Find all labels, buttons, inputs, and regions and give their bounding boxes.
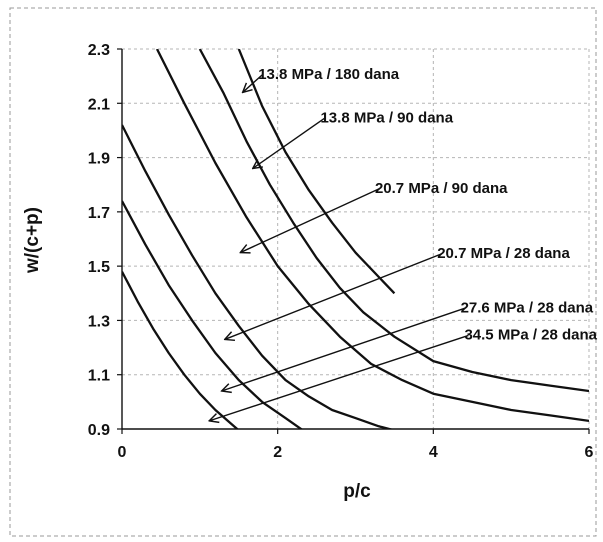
tick-labels: 0.9 1.1 1.3 1.5 1.7 1.9 2.1 2.3 0 2 4 6 bbox=[88, 42, 594, 461]
series-line-0 bbox=[122, 271, 239, 429]
annotation-arrow-5 bbox=[209, 334, 469, 420]
chart-outer-border bbox=[9, 7, 597, 537]
y-tick-label-6: 2.1 bbox=[88, 96, 110, 113]
annotation-arrow-3 bbox=[225, 253, 442, 339]
y-tick-label-3: 1.5 bbox=[88, 259, 110, 276]
x-tick-label-3: 6 bbox=[585, 444, 594, 461]
x-axis-title: p/c bbox=[343, 481, 371, 502]
annotation-arrow-1 bbox=[253, 117, 325, 168]
annotation-label-2: 20.7 MPa / 90 dana bbox=[375, 180, 508, 197]
y-tick-label-2: 1.3 bbox=[88, 313, 110, 330]
annotation-label-3: 20.7 MPa / 28 dana bbox=[437, 245, 570, 262]
series-line-3 bbox=[155, 49, 589, 423]
y-tick-label-7: 2.3 bbox=[88, 42, 110, 59]
annotation-label-0: 13.8 MPa / 180 dana bbox=[258, 66, 400, 83]
y-tick-label-1: 1.1 bbox=[88, 368, 110, 385]
y-tick-label-5: 1.9 bbox=[88, 151, 110, 168]
x-tick-label-1: 2 bbox=[273, 444, 282, 461]
annotation-arrow-2 bbox=[240, 188, 380, 253]
y-tick-label-0: 0.9 bbox=[88, 422, 110, 439]
y-tick-label-4: 1.7 bbox=[88, 205, 110, 222]
series-lines bbox=[122, 49, 589, 429]
annotations: 13.8 MPa / 180 dana 13.8 MPa / 90 dana 20.… bbox=[209, 66, 598, 421]
series-line-4 bbox=[198, 49, 589, 393]
y-axis-title: w/(c+p) bbox=[22, 207, 43, 274]
annotation-label-5: 34.5 MPa / 28 dana bbox=[464, 326, 597, 343]
series-line-5 bbox=[237, 49, 396, 295]
annotation-arrow-0 bbox=[243, 74, 263, 93]
series-line-1 bbox=[122, 200, 304, 429]
annotation-arrow-4 bbox=[222, 307, 465, 391]
x-tick-label-2: 4 bbox=[429, 444, 438, 461]
annotation-label-1: 13.8 MPa / 90 dana bbox=[320, 109, 453, 126]
axes bbox=[117, 48, 590, 434]
annotation-label-4: 27.6 MPa / 28 dana bbox=[461, 299, 594, 316]
x-tick-label-0: 0 bbox=[118, 444, 127, 461]
series-line-2 bbox=[122, 124, 394, 429]
